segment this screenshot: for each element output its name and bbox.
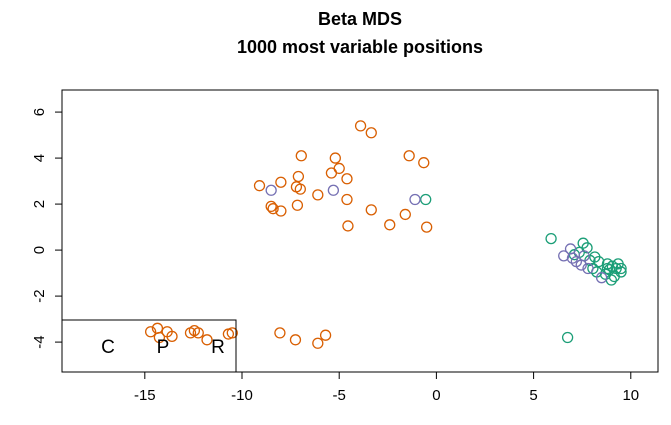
x-tick-label: 10 <box>622 387 639 404</box>
point <box>329 152 341 164</box>
point <box>570 255 583 268</box>
point <box>587 262 599 275</box>
y-tick-label: 4 <box>31 154 48 162</box>
point <box>409 193 421 206</box>
point <box>342 220 354 232</box>
point <box>253 180 266 192</box>
point <box>312 189 324 201</box>
y-tick-label: -4 <box>31 335 48 348</box>
point <box>566 252 579 264</box>
point <box>365 127 377 139</box>
point <box>341 173 353 185</box>
point <box>265 184 277 196</box>
point <box>403 150 415 162</box>
legend-label: C <box>101 337 115 358</box>
point <box>421 221 433 233</box>
point <box>295 150 307 162</box>
point <box>166 330 178 342</box>
point <box>294 183 306 195</box>
point <box>275 205 287 217</box>
point <box>275 176 287 188</box>
point <box>578 250 590 262</box>
x-tick-label: 0 <box>432 387 440 404</box>
y-tick-label: 2 <box>31 200 48 208</box>
y-tick-label: 0 <box>31 246 48 254</box>
y-tick-label: 6 <box>31 108 48 116</box>
point <box>601 262 614 275</box>
chart-subtitle: 1000 most variable positions <box>237 37 483 57</box>
point <box>365 204 377 216</box>
point <box>265 200 277 213</box>
point <box>399 208 411 221</box>
point <box>291 199 304 211</box>
point <box>267 203 279 215</box>
y-tick-label: -2 <box>31 289 48 302</box>
point <box>595 272 608 284</box>
point <box>582 262 594 275</box>
point <box>561 331 574 344</box>
point <box>201 334 213 346</box>
point <box>289 334 302 346</box>
legend-label: R <box>211 337 225 358</box>
legend-label: P <box>157 337 170 358</box>
chart-title: Beta MDS <box>318 9 402 29</box>
point <box>319 329 332 341</box>
point <box>327 184 340 196</box>
point <box>418 157 430 169</box>
point <box>341 193 353 206</box>
x-tick-label: -5 <box>333 387 346 404</box>
point <box>545 232 557 245</box>
point <box>292 170 305 183</box>
x-tick-label: -15 <box>134 387 156 404</box>
x-tick-label: 5 <box>529 387 537 404</box>
point <box>384 219 396 231</box>
point <box>274 327 286 339</box>
legend-box <box>61 319 237 373</box>
point <box>226 327 238 339</box>
point <box>615 262 627 275</box>
point <box>192 327 204 339</box>
point <box>153 331 166 344</box>
point <box>144 326 157 338</box>
plot-frame <box>61 89 659 373</box>
x-tick-label: -10 <box>231 387 253 404</box>
point <box>325 167 338 179</box>
point <box>420 193 432 206</box>
point <box>312 337 324 349</box>
point <box>354 120 367 132</box>
